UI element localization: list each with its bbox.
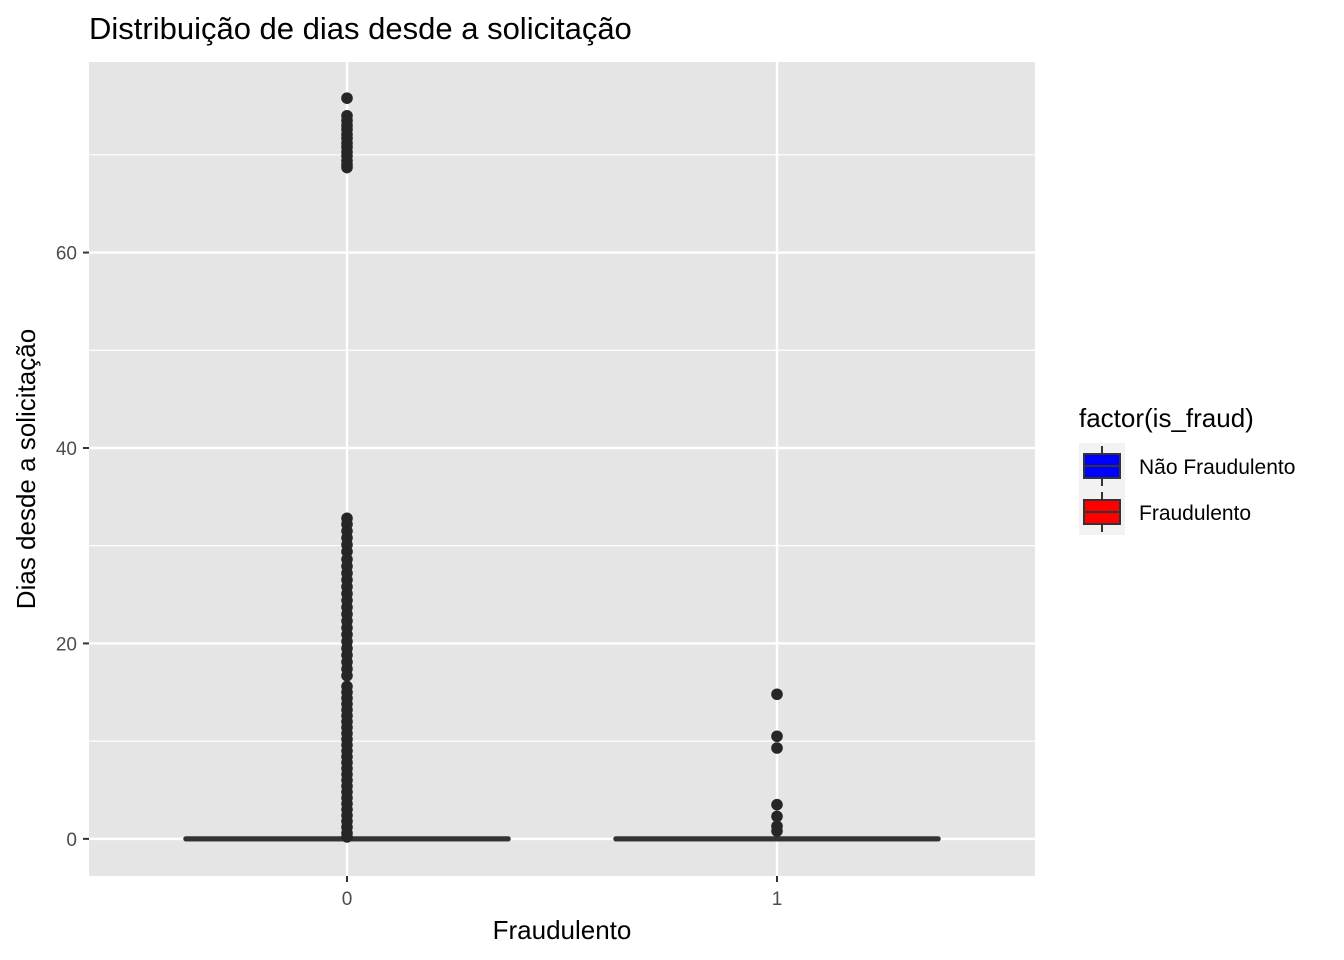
- legend-label: Não Fraudulento: [1139, 456, 1295, 479]
- y-tick-label: 20: [56, 634, 77, 655]
- outlier-point: [771, 688, 783, 701]
- legend: factor(is_fraud) Não Fraudulento Fraudule…: [1079, 403, 1295, 535]
- outlier-points: [341, 92, 783, 843]
- plot-panel: [89, 62, 1035, 876]
- x-axis-title: Fraudulento: [493, 915, 632, 945]
- legend-label: Fraudulento: [1139, 502, 1251, 525]
- y-axis-title: Dias desde a solicitação: [11, 329, 41, 609]
- y-tick-label: 60: [56, 244, 77, 265]
- axes: 0 20 40 60 0 1: [56, 244, 782, 910]
- outlier-point: [341, 669, 353, 682]
- outlier-point: [771, 798, 783, 811]
- x-tick-label: 1: [772, 889, 783, 910]
- legend-title: factor(is_fraud): [1079, 403, 1254, 433]
- outlier-point: [771, 810, 783, 823]
- outlier-point: [341, 831, 353, 843]
- y-tick-label: 0: [66, 830, 77, 851]
- outlier-point: [341, 92, 353, 104]
- x-tick-label: 0: [342, 889, 353, 910]
- outlier-point: [771, 742, 783, 754]
- outlier-point: [771, 825, 783, 837]
- chart-title: Distribuição de dias desde a solicitação: [89, 11, 632, 46]
- outlier-point: [771, 730, 783, 743]
- outlier-point: [341, 161, 353, 174]
- y-tick-label: 40: [56, 439, 77, 460]
